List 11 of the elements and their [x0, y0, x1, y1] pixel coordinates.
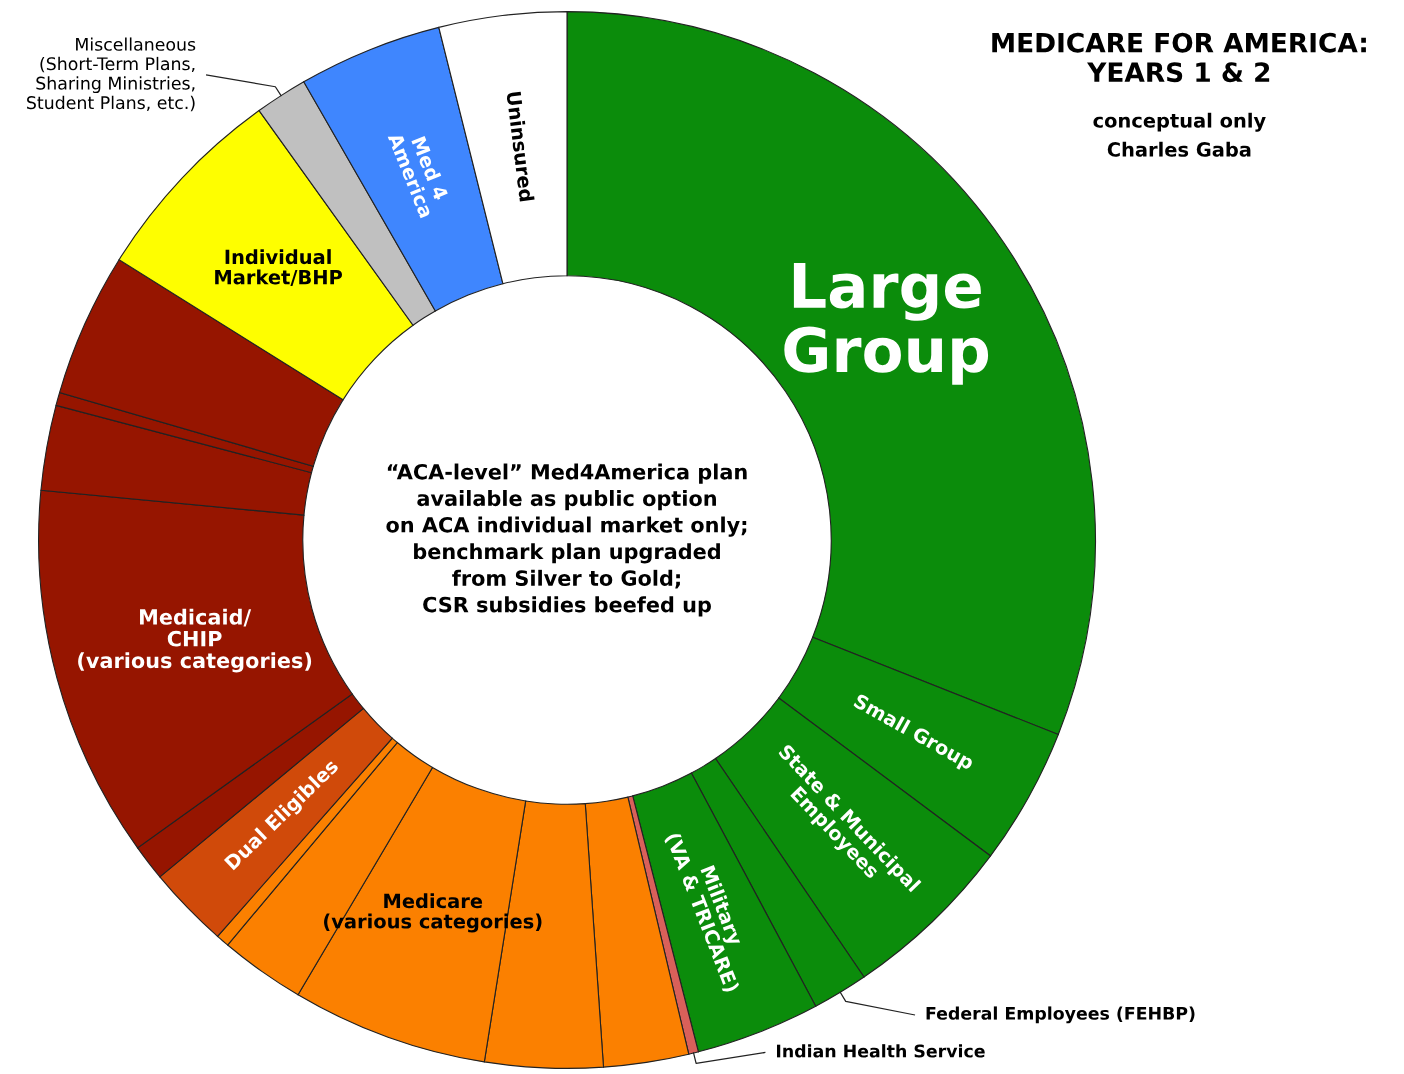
slice-label: Individual Market/BHP — [215, 249, 343, 287]
slice-label: Indian Health Service — [776, 1044, 985, 1058]
slice-label: Large Group — [784, 263, 989, 385]
slice-label: Uninsured — [506, 91, 535, 202]
slice-label: Medicaid/ CHIP (various categories) — [78, 608, 312, 673]
text: “ACA-level” Med4America plan available as public option on ACA individual market only; benchmark plan upgraded from Silver to Gold; CSR subsidies beefed up — [386, 463, 747, 617]
slice-label: Federal Employees (FEHBP) — [926, 1006, 1195, 1024]
text: Charles Gaba — [1107, 141, 1251, 157]
text: conceptual only — [1093, 112, 1266, 132]
slice-label: Miscellaneous (Short-Term Plans, Sharing Ministries, Student Plans, etc.) — [27, 37, 196, 112]
text: MEDICARE FOR AMERICA: YEARS 1 & 2 — [992, 32, 1366, 83]
